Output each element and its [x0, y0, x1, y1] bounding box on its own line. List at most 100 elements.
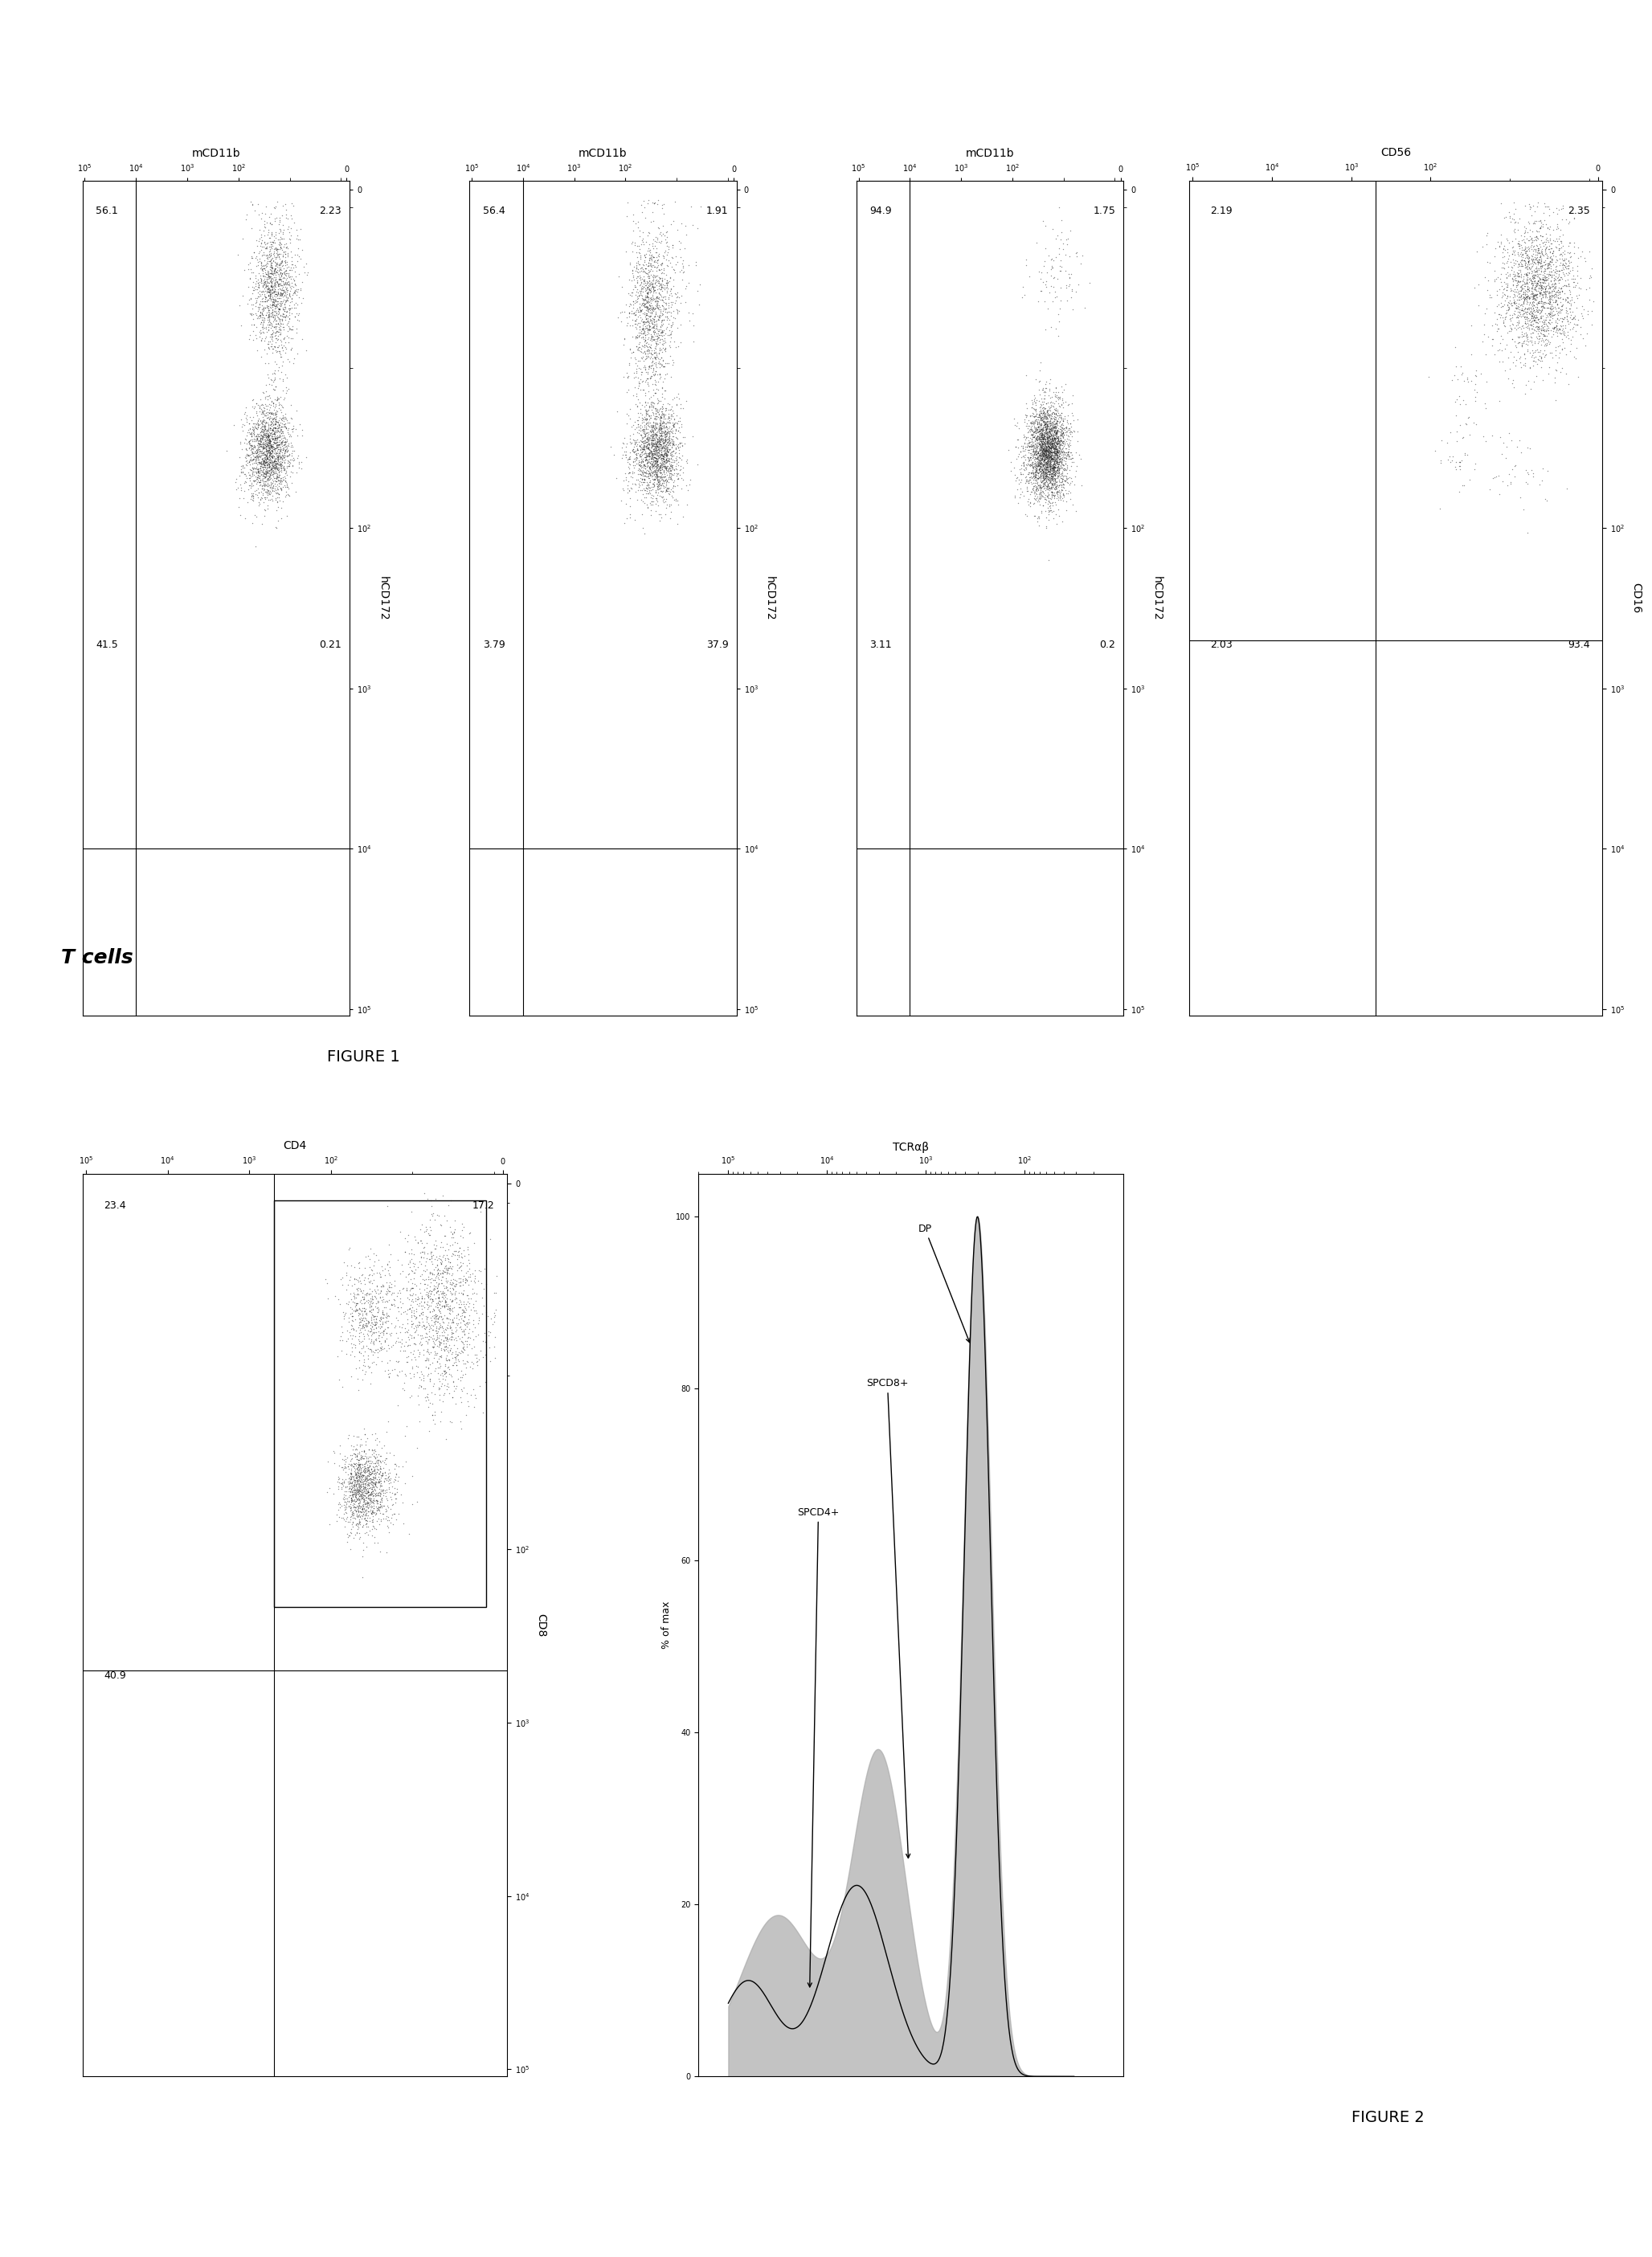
Point — [1563, 278, 1589, 314]
Point — [649, 438, 676, 474]
Point — [633, 266, 659, 302]
Point — [1026, 418, 1052, 454]
Point — [1052, 438, 1079, 474]
Point — [1548, 320, 1574, 357]
Point — [1019, 397, 1046, 433]
Point — [641, 440, 667, 476]
Point — [1541, 260, 1568, 296]
Point — [628, 404, 654, 440]
Point — [263, 433, 289, 469]
Point — [463, 1341, 489, 1377]
Point — [251, 402, 278, 438]
Point — [1051, 427, 1077, 463]
Point — [264, 427, 291, 463]
Point — [358, 1286, 385, 1323]
Point — [666, 440, 692, 476]
Point — [268, 255, 294, 291]
Point — [268, 433, 294, 469]
Point — [1003, 429, 1029, 465]
Point — [406, 1305, 433, 1341]
Point — [340, 1467, 367, 1503]
Point — [626, 332, 653, 368]
Point — [269, 278, 296, 314]
Point — [385, 1359, 411, 1395]
Point — [433, 1280, 459, 1316]
Point — [249, 413, 276, 449]
Point — [1039, 467, 1066, 503]
Point — [1555, 251, 1581, 287]
Point — [406, 1359, 433, 1395]
Point — [639, 282, 666, 318]
Point — [1513, 271, 1540, 307]
Point — [1536, 273, 1563, 309]
Point — [436, 1289, 463, 1325]
Point — [345, 1499, 372, 1535]
Point — [360, 1248, 387, 1284]
Point — [259, 244, 286, 280]
Point — [641, 390, 667, 427]
Point — [1054, 420, 1080, 456]
Point — [254, 449, 281, 485]
Point — [1029, 393, 1056, 429]
Point — [1031, 406, 1057, 442]
Point — [430, 1354, 456, 1390]
Point — [1039, 488, 1066, 524]
Point — [666, 413, 692, 449]
Point — [646, 266, 672, 302]
Point — [258, 269, 284, 305]
Point — [1036, 438, 1062, 474]
Point — [433, 1354, 459, 1390]
Point — [281, 273, 307, 309]
Point — [1021, 397, 1047, 433]
Point — [1019, 404, 1046, 440]
Point — [344, 1487, 370, 1523]
Point — [1019, 445, 1046, 481]
Point — [1056, 413, 1082, 449]
Point — [1559, 251, 1586, 287]
Point — [1044, 454, 1070, 490]
Point — [1037, 469, 1064, 506]
Point — [249, 411, 276, 447]
Point — [1034, 451, 1061, 488]
Point — [256, 422, 282, 458]
Point — [656, 399, 682, 436]
Point — [276, 296, 302, 332]
Point — [1510, 284, 1536, 320]
Point — [263, 449, 289, 485]
Point — [1503, 311, 1530, 348]
Point — [254, 214, 281, 251]
Point — [249, 386, 276, 422]
Point — [1046, 413, 1072, 449]
Point — [408, 1284, 434, 1320]
Point — [405, 1282, 431, 1318]
Point — [342, 1431, 368, 1467]
Point — [633, 424, 659, 460]
Point — [329, 1465, 355, 1501]
Point — [433, 1284, 459, 1320]
Point — [345, 1444, 372, 1481]
Point — [354, 1487, 380, 1523]
Point — [360, 1490, 387, 1526]
Point — [264, 442, 291, 478]
Point — [248, 381, 274, 418]
Point — [449, 1296, 476, 1332]
Point — [1018, 429, 1044, 465]
Point — [631, 348, 657, 384]
Point — [340, 1431, 367, 1467]
Point — [1513, 293, 1540, 330]
Point — [644, 467, 671, 503]
Point — [254, 311, 281, 348]
Point — [1026, 399, 1052, 436]
Point — [1505, 223, 1531, 260]
Point — [421, 1341, 448, 1377]
Point — [446, 1230, 472, 1266]
Point — [628, 273, 654, 309]
Point — [249, 404, 276, 440]
Point — [1564, 359, 1591, 395]
Point — [367, 1456, 393, 1492]
Point — [1028, 429, 1054, 465]
Point — [1533, 205, 1559, 241]
Point — [332, 1454, 358, 1490]
Point — [249, 395, 276, 431]
Point — [648, 436, 674, 472]
